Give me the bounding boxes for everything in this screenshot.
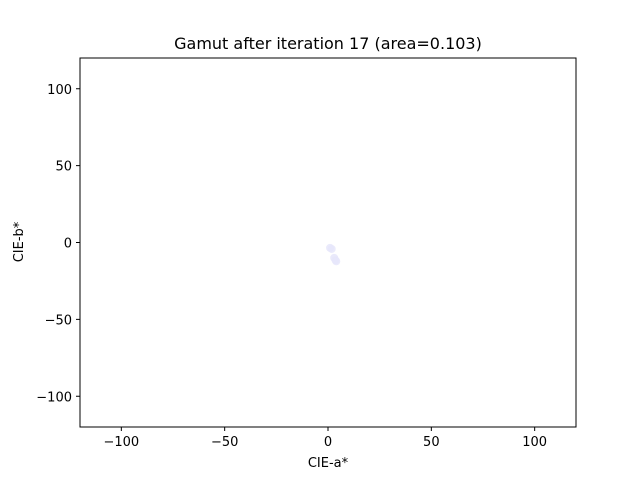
chart-title: Gamut after iteration 17 (area=0.103)	[174, 34, 482, 53]
x-tick-label: 100	[522, 435, 547, 450]
x-axis-label: CIE-a*	[308, 456, 349, 471]
points-layer	[326, 243, 341, 266]
data-point-1	[327, 244, 336, 253]
y-tick-label: 0	[64, 237, 72, 252]
y-axis: −100 −50 0 50 100	[36, 83, 80, 405]
y-tick-label: 100	[47, 83, 72, 98]
x-tick-label: 50	[423, 435, 440, 450]
y-axis-label: CIE-b*	[12, 221, 27, 262]
y-tick-label: 50	[55, 160, 72, 175]
data-point-4	[332, 257, 341, 266]
y-tick-label: −50	[45, 313, 72, 328]
x-axis: −100 −50 0 50 100	[103, 427, 547, 450]
x-tick-label: −100	[103, 435, 139, 450]
x-tick-label: 0	[324, 435, 332, 450]
x-tick-label: −50	[211, 435, 238, 450]
y-tick-label: −100	[36, 390, 72, 405]
